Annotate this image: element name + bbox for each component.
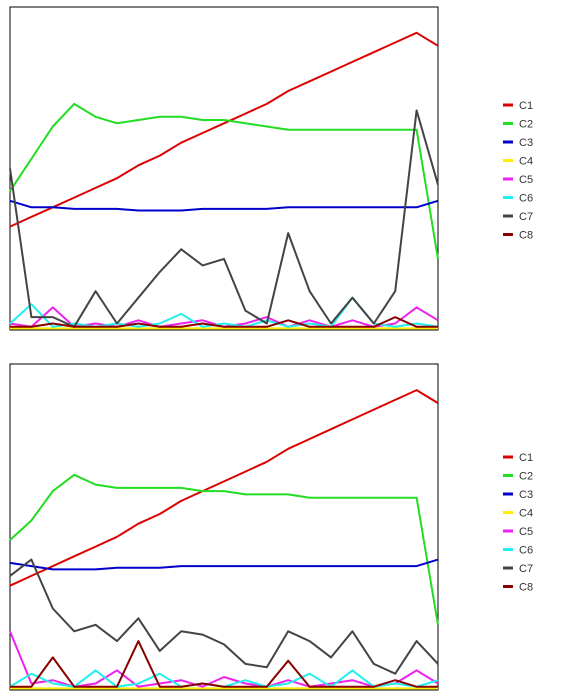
line-chart-top: C1 C2 C3 C4 C5 C6 C7 C8 [9,6,533,331]
series-line-c1 [9,31,439,228]
plot-frame [9,6,439,331]
legend-label-c7: C7 [519,211,533,223]
line-chart-bottom: C1 C2 C3 C4 C5 C6 C7 C8 [9,363,533,691]
series-line-c3 [9,199,439,212]
chart-panel-bottom: C1 C2 C3 C4 C5 C6 C7 C8 [0,357,577,697]
legend-label-c2: C2 [519,471,533,483]
legend-label-c5: C5 [519,526,533,538]
legend-label-c4: C4 [519,508,533,520]
series-line-c7 [9,558,439,675]
series-line-c7 [9,109,439,328]
series-line-c2 [9,473,439,625]
series-line-c5 [9,630,439,688]
legend-label-c3: C3 [519,489,533,501]
legend-label-c6: C6 [519,193,533,205]
legend-label-c5: C5 [519,174,533,186]
series-line-c3 [9,558,439,571]
legend-label-c6: C6 [519,545,533,557]
legend-label-c1: C1 [519,100,533,112]
legend-label-c4: C4 [519,156,533,168]
legend: C1 C2 C3 C4 C5 C6 C7 C8 [503,452,533,594]
legend: C1 C2 C3 C4 C5 C6 C7 C8 [503,100,533,242]
series-line-c2 [9,102,439,260]
chart-panel-top: C1 C2 C3 C4 C5 C6 C7 C8 [0,0,577,340]
series-line-c6 [9,669,439,688]
legend-label-c3: C3 [519,137,533,149]
series-line-c8 [10,640,438,688]
legend-label-c7: C7 [519,563,533,575]
legend-label-c8: C8 [519,230,533,242]
series-line-c8 [10,316,438,328]
legend-label-c2: C2 [519,119,533,131]
plot-frame [9,363,439,691]
legend-label-c8: C8 [519,582,533,594]
legend-label-c1: C1 [519,452,533,464]
series-line-c1 [9,389,439,587]
